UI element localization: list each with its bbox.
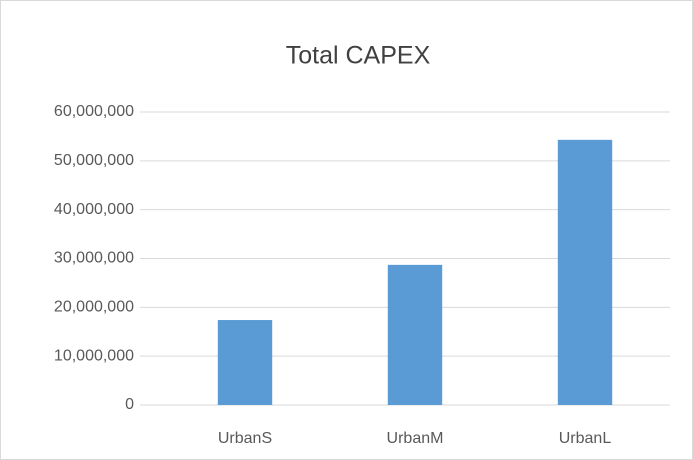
x-tick-label: UrbanM (387, 430, 444, 447)
x-tick-label: UrbanS (218, 430, 272, 447)
y-tick-label: 60,000,000 (54, 103, 134, 120)
y-tick-label: 30,000,000 (54, 250, 134, 267)
bar (557, 139, 613, 405)
x-tick-label: UrbanL (559, 430, 612, 447)
chart-title: Total CAPEX (286, 42, 431, 70)
y-tick-label: 20,000,000 (54, 299, 134, 316)
y-tick-label: 50,000,000 (54, 152, 134, 169)
y-tick-label: 0 (125, 396, 134, 413)
y-tick-label: 40,000,000 (54, 201, 134, 218)
y-tick-label: 10,000,000 (54, 347, 134, 364)
bar (387, 264, 443, 405)
bar (217, 320, 273, 405)
